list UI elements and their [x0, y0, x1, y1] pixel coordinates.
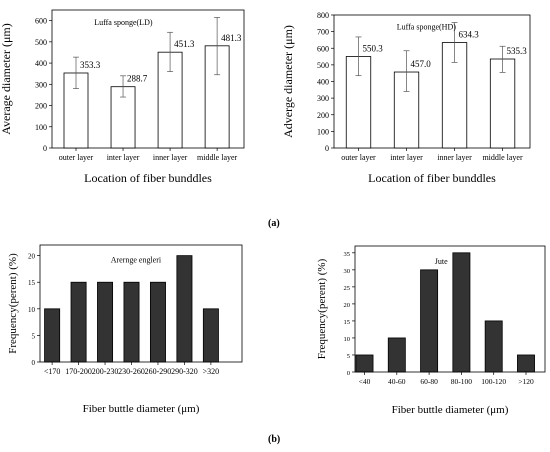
ld-ytick-label: 0 [43, 144, 47, 153]
ae-y-axis-label: Frequency(perent) (%) [7, 253, 19, 354]
jute-xtick-label: 100-120 [481, 377, 506, 386]
ld-ytick-label: 400 [35, 59, 47, 68]
jute-bar [355, 354, 374, 373]
ld-plot-frame [51, 9, 245, 149]
ae-xtick-label: 290-320 [171, 367, 198, 376]
ld-x-axis-label: Location of fiber bunddles [84, 171, 212, 185]
jute-ytick-label: 0 [347, 370, 350, 377]
ae-xtick-label: 260-290 [145, 367, 172, 376]
hd-data-label: 535.3 [507, 46, 528, 56]
ae-bar [97, 281, 114, 363]
jute-ytick-label: 15 [344, 319, 351, 326]
jute-plot-frame [354, 245, 546, 373]
ld-ytick-label: 300 [35, 80, 47, 89]
ld-ytick-label: 500 [35, 38, 47, 47]
ae-x-axis-label: Fiber buttle diameter (μm) [83, 403, 200, 415]
ae-plot-frame [39, 244, 243, 363]
jute-xtick-label: 40-60 [388, 377, 406, 386]
ae-bar [123, 281, 140, 363]
hd-ytick-label: 600 [317, 44, 329, 53]
hd-ytick-label: 0 [325, 144, 329, 153]
jute-bar [452, 252, 471, 373]
jute-ytick-label: 35 [344, 251, 351, 258]
hd-xtick-label: outer layer [341, 153, 376, 162]
ld-data-label: 451.3 [174, 39, 195, 49]
ld-ytick-label: 600 [35, 17, 47, 26]
hd-xtick-label: inter layer [390, 153, 423, 162]
ae-bar [149, 281, 166, 363]
ae-bar [70, 281, 87, 363]
jute-bar [420, 269, 439, 373]
ae-ytick-label: 20 [28, 253, 36, 261]
hd-xtick-label: middle layer [482, 153, 523, 162]
jute-ytick-label: 10 [344, 336, 351, 343]
ld-xtick-label: inter layer [107, 153, 140, 162]
hd-ytick-label: 500 [317, 61, 329, 70]
ae-xtick-label: 170-200 [65, 367, 92, 376]
hd-ytick-label: 800 [317, 11, 329, 20]
jute-chart-title: Jute [435, 257, 448, 266]
ld-xtick-label: outer layer [59, 153, 94, 162]
jute-x-axis-label: Fiber buttle diameter (μm) [392, 404, 509, 416]
panel-label-b: (b) [268, 434, 281, 445]
ld-xtick-label: middle layer [197, 153, 238, 162]
jute-xtick-label: <40 [359, 377, 371, 386]
ld-xtick-label: inner layer [153, 153, 188, 162]
jute-y-axis-label: Frequency(perent) (%) [316, 258, 328, 359]
hd-ytick-label: 700 [317, 28, 329, 37]
hd-xtick-label: inner layer [437, 153, 472, 162]
jute-ytick-label: 20 [344, 302, 351, 309]
ae-ytick-label: 5 [32, 332, 36, 340]
jute-ytick-label: 30 [344, 268, 351, 275]
hd-chart-title: Luffa sponge(HD) [397, 23, 457, 32]
hd-data-label: 550.3 [363, 44, 384, 54]
ae-bar [44, 308, 61, 363]
hd-ytick-label: 200 [317, 111, 329, 120]
hd-ytick-label: 300 [317, 94, 329, 103]
ld-ytick-label: 200 [35, 102, 47, 111]
ae-xtick-label: <170 [44, 367, 61, 376]
hd-data-label: 634.3 [459, 30, 480, 40]
jute-ytick-label: 5 [347, 353, 350, 360]
ae-bar [202, 308, 219, 363]
panel-label-a: (a) [268, 218, 280, 229]
ld-y-axis-label: Average diameter (μm) [0, 23, 13, 135]
ae-bar [176, 255, 193, 363]
ae-xtick-label: 230-260 [118, 367, 145, 376]
jute-bar [484, 320, 503, 373]
ae-chart-title: Arernge engleri [111, 255, 162, 264]
ld-data-label: 353.3 [80, 60, 101, 70]
ld-ytick-label: 100 [35, 123, 47, 132]
ae-ytick-label: 0 [32, 359, 36, 367]
ae-xtick-label: 200-230 [92, 367, 119, 376]
hd-y-axis-label: Adverge diameter (μm) [281, 25, 295, 138]
hd-x-axis-label: Location of fiber bunddles [368, 171, 496, 185]
ld-data-label: 288.7 [127, 74, 148, 84]
jute-ytick-label: 25 [344, 285, 351, 292]
jute-xtick-label: 60-80 [420, 377, 438, 386]
jute-xtick-label: 80-100 [451, 377, 472, 386]
ae-ytick-label: 15 [28, 279, 36, 287]
jute-bar [517, 354, 535, 373]
ld-chart-title: Luffa sponge(LD) [94, 18, 153, 27]
hd-ytick-label: 100 [317, 127, 329, 136]
hd-ytick-label: 400 [317, 78, 329, 87]
ae-xtick-label: >320 [203, 367, 220, 376]
ld-data-label: 481.3 [221, 33, 242, 43]
hd-data-label: 457.0 [411, 59, 432, 69]
jute-bar [387, 337, 406, 373]
ae-ytick-label: 10 [28, 306, 36, 314]
jute-xtick-label: >120 [518, 377, 534, 386]
